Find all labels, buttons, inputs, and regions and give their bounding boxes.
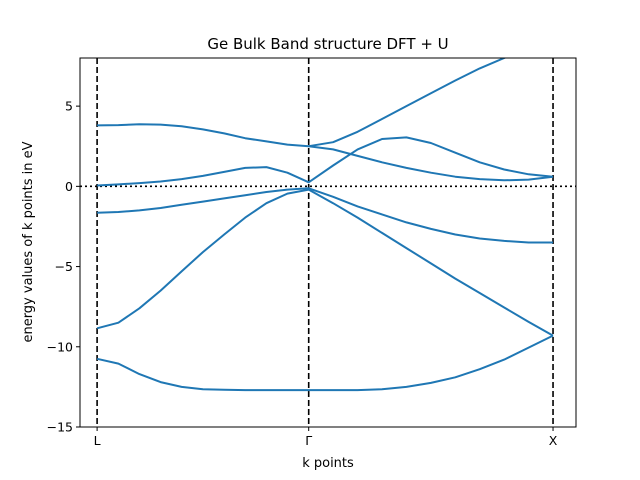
plot-frame [79,57,577,428]
y-axis-ticks: −15 −10 −5 0 5 [47,99,80,435]
y-axis-label: energy values of k points in eV [21,141,36,342]
band-line-2 [96,188,554,337]
chart-title: Ge Bulk Band structure DFT + U [207,35,448,53]
y-tick-label-1: −10 [47,339,73,354]
x-tick-label-2: X [549,433,558,448]
y-tick-label-0: −15 [47,420,73,435]
band-series [96,58,554,392]
x-axis-label: k points [302,456,354,471]
band-line-3 [97,187,553,244]
reference-lines [80,58,576,427]
x-tick-label-0: L [94,433,101,448]
band-line-4 [97,136,554,187]
band-line-6 [308,58,507,148]
band-line-1 [96,334,554,392]
y-tick-label-2: −5 [55,259,73,274]
y-tick-label-4: 5 [65,99,73,114]
x-tick-label-1: Γ [305,433,312,448]
y-tick-label-3: 0 [65,179,73,194]
